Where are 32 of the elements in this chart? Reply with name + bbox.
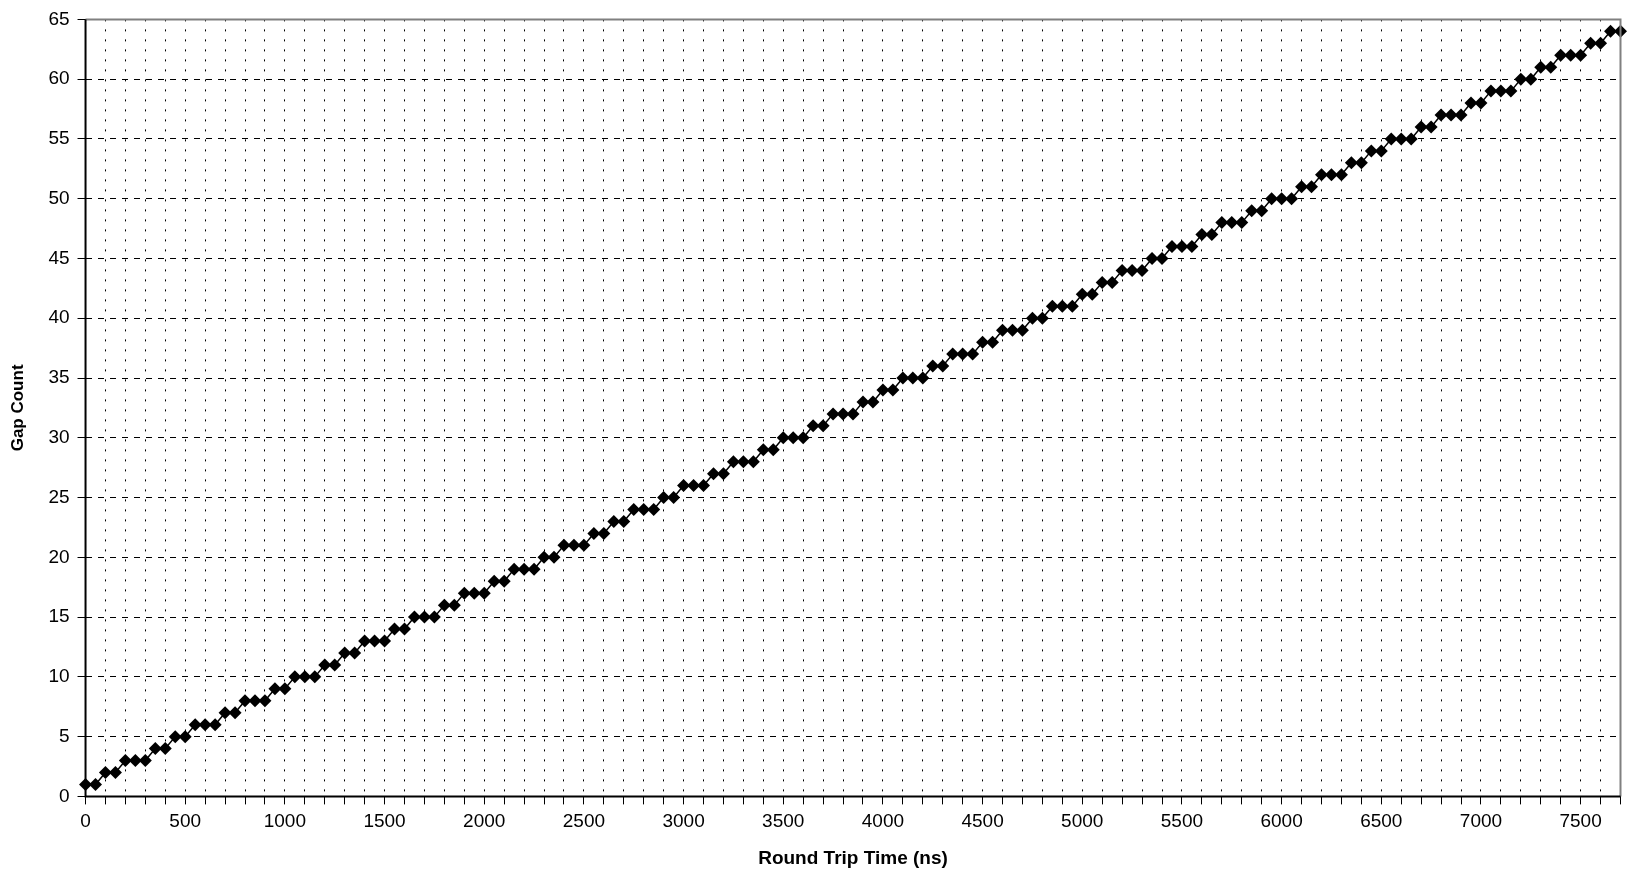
x-tick-label: 5500 (1160, 810, 1204, 832)
x-tick-label: 0 (80, 810, 91, 832)
x-tick-label: 7500 (1559, 810, 1602, 832)
x-tick-label: 5000 (1061, 810, 1104, 832)
x-tick-label: 1500 (363, 810, 406, 832)
y-tick-label: 25 (48, 485, 70, 507)
y-tick-label: 5 (58, 724, 70, 746)
x-tick-label: 7000 (1459, 810, 1503, 832)
y-tick-label: 30 (48, 426, 70, 448)
x-tick-label: 3000 (662, 810, 705, 832)
x-axis-title: Round Trip Time (ns) (758, 846, 948, 868)
x-tick-label: 6500 (1360, 810, 1403, 832)
x-tick-label: 4500 (961, 810, 1004, 832)
x-tick-label: 4000 (861, 810, 905, 832)
x-tick-label: 3500 (762, 810, 805, 832)
y-tick-label: 55 (48, 127, 70, 149)
y-tick-label: 40 (48, 306, 70, 328)
y-tick-label: 10 (48, 665, 70, 687)
x-tick-label: 6000 (1260, 810, 1303, 832)
y-tick-label: 0 (58, 784, 70, 806)
y-tick-label: 50 (48, 186, 70, 208)
x-tick-label: 2000 (463, 810, 506, 832)
y-tick-label: 60 (48, 67, 70, 89)
y-axis-title: Gap Count (7, 364, 27, 452)
y-tick-label: 15 (48, 605, 70, 627)
y-tick-label: 35 (48, 366, 70, 388)
x-tick-label: 2500 (562, 810, 606, 832)
x-tick-label: 1000 (263, 810, 307, 832)
x-tick-label: 500 (169, 810, 202, 832)
y-tick-label: 65 (48, 7, 70, 29)
y-tick-label: 20 (48, 545, 70, 567)
y-tick-label: 45 (48, 246, 70, 268)
